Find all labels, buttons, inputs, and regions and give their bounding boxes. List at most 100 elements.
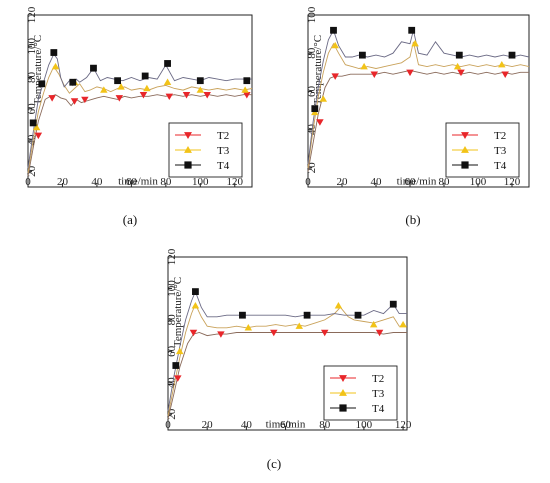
y-tick-label: 20 — [26, 165, 38, 177]
legend-marker-t2 — [184, 132, 192, 139]
x-tick-label: 120 — [504, 176, 521, 188]
panel-caption: (b) — [405, 212, 420, 227]
marker-t2 — [115, 95, 124, 102]
y-tick-label: 100 — [306, 6, 318, 23]
legend-label-t2: T2 — [217, 130, 229, 142]
marker-t4 — [389, 300, 397, 308]
x-tick-label: 60 — [405, 176, 417, 188]
marker-t3 — [100, 86, 108, 93]
y-axis-label: Temperature/°C — [32, 35, 44, 105]
marker-t2 — [48, 95, 56, 102]
y-tick-label: 60 — [306, 85, 318, 97]
marker-t2 — [270, 329, 278, 337]
marker-t3 — [191, 302, 200, 309]
marker-t4 — [243, 77, 251, 85]
marker-t2 — [189, 329, 198, 337]
marker-t3 — [334, 302, 343, 309]
x-tick-label: 60 — [126, 176, 138, 188]
y-tick-label: 100 — [166, 280, 178, 297]
x-tick-label: 120 — [395, 419, 412, 431]
x-tick-label: 40 — [241, 419, 253, 431]
legend-label-t3: T3 — [217, 145, 230, 157]
x-axis-label: time/min — [266, 418, 306, 430]
marker-t2 — [501, 71, 509, 78]
x-tick-label: 20 — [337, 176, 349, 188]
marker-t2 — [243, 92, 251, 99]
marker-t4 — [408, 26, 416, 34]
legend-marker-t3 — [339, 389, 347, 396]
x-axis-label: time/min — [118, 175, 158, 187]
marker-t2 — [375, 329, 384, 337]
y-tick-label: 20 — [166, 408, 178, 420]
y-tick-label: 120 — [26, 6, 38, 23]
marker-t3 — [369, 320, 378, 328]
marker-t2 — [316, 119, 324, 126]
marker-t3 — [117, 83, 125, 90]
legend-marker-t4 — [184, 161, 192, 169]
legend: T2 T3 T4 — [445, 122, 520, 178]
marker-t2 — [165, 93, 174, 101]
series-line-t3 — [307, 41, 530, 168]
y-axis-label: Temperature/°C — [172, 277, 184, 347]
marker-t2 — [406, 69, 414, 77]
x-tick-label: 0 — [25, 176, 31, 188]
x-tick-label: 20 — [202, 419, 214, 431]
plot-frame — [167, 256, 408, 431]
marker-t4 — [90, 64, 97, 72]
marker-t4 — [29, 119, 37, 127]
marker-t4 — [303, 311, 311, 319]
marker-t2 — [457, 69, 465, 77]
marker-t2 — [370, 71, 379, 78]
y-tick-label: 20 — [306, 162, 318, 174]
marker-t4 — [50, 49, 58, 56]
marker-t4 — [164, 60, 171, 67]
x-tick-label: 40 — [371, 176, 383, 188]
x-tick-label: 0 — [165, 419, 171, 431]
series-line-t4 — [27, 53, 252, 169]
marker-t4 — [69, 78, 77, 86]
x-tick-label: 80 — [319, 419, 331, 431]
x-tick-label: 120 — [227, 176, 244, 188]
x-tick-label: 80 — [439, 176, 451, 188]
marker-t2 — [70, 98, 79, 105]
marker-t4 — [354, 311, 362, 319]
y-tick-label: 80 — [306, 47, 318, 59]
legend-label-t3: T3 — [372, 388, 385, 400]
marker-t2 — [331, 73, 339, 80]
legend-marker-t4 — [339, 404, 347, 412]
marker-t4 — [172, 362, 180, 369]
marker-t4 — [508, 51, 516, 59]
x-tick-label: 100 — [356, 419, 373, 431]
marker-t3 — [399, 320, 407, 328]
x-tick-label: 40 — [91, 176, 103, 188]
marker-t2 — [81, 96, 89, 104]
y-tick-label: 80 — [166, 314, 178, 326]
marker-t3 — [32, 123, 41, 131]
marker-t3 — [241, 86, 249, 93]
y-tick-label: 120 — [166, 248, 178, 265]
marker-t4 — [114, 77, 121, 85]
legend-label-t3: T3 — [494, 145, 507, 157]
marker-t4 — [311, 105, 319, 113]
marker-t2 — [320, 329, 329, 337]
marker-t4 — [38, 80, 46, 88]
y-tick-label: 40 — [166, 377, 178, 389]
marker-t3 — [319, 95, 328, 102]
marker-t4 — [196, 77, 204, 85]
marker-t3 — [360, 62, 368, 70]
x-tick-label: 100 — [470, 176, 487, 188]
x-tick-label: 80 — [160, 176, 172, 188]
legend-label-t4: T4 — [372, 403, 385, 415]
y-tick-label: 60 — [166, 345, 178, 357]
x-tick-label: 20 — [57, 176, 69, 188]
panel-caption: (a) — [123, 212, 137, 227]
marker-t3 — [196, 86, 205, 93]
legend-marker-t2 — [339, 375, 347, 382]
plot-frame — [307, 14, 530, 188]
marker-t3 — [498, 60, 506, 68]
marker-t2 — [203, 92, 211, 99]
marker-t3 — [411, 39, 419, 47]
marker-t4 — [192, 288, 199, 295]
